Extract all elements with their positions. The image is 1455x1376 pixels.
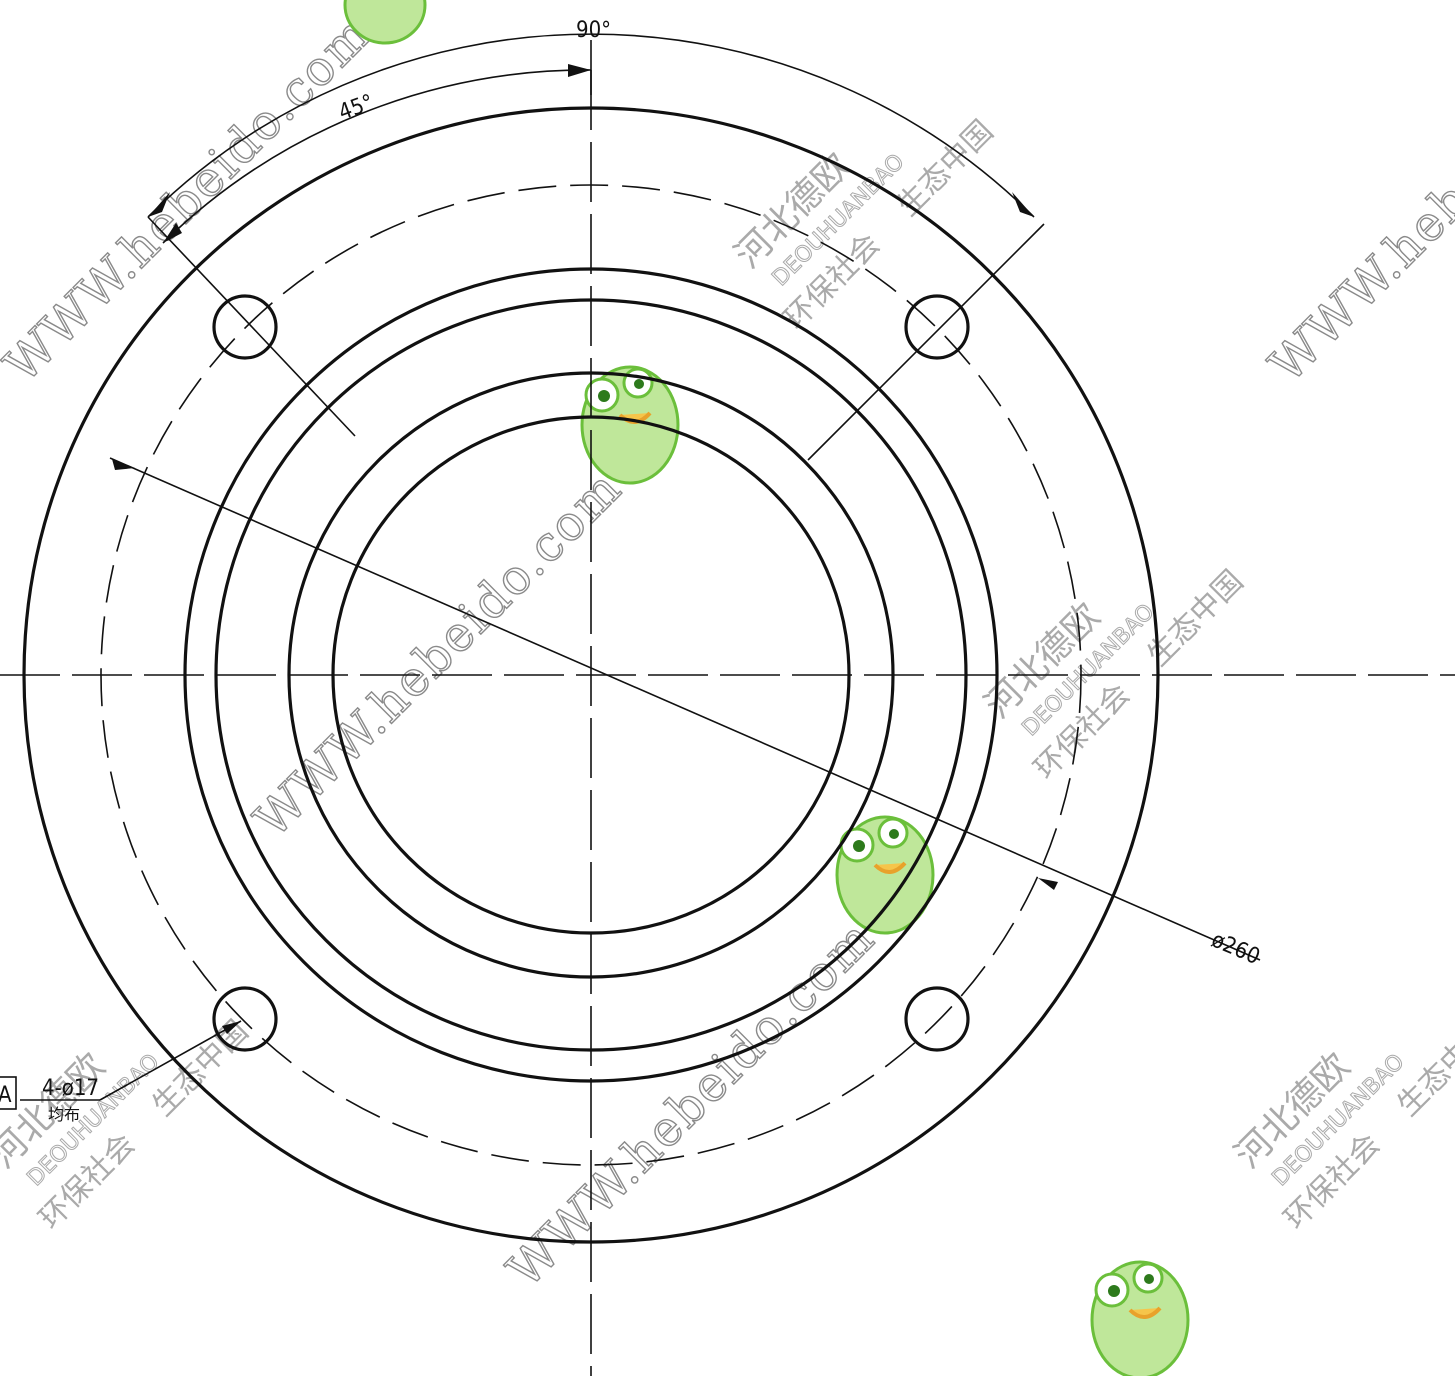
angle-90-label: 90°	[576, 18, 611, 43]
hole-callout-label: 4-ø17	[42, 1076, 99, 1101]
arrowhead	[1038, 878, 1058, 890]
frog-mascot-icon	[343, 0, 427, 45]
bolt-hole	[904, 294, 970, 360]
arrowhead	[568, 64, 591, 77]
hole-note-label: 均布	[48, 1105, 80, 1124]
watermark-brand-2: 河北德欧 DEOUHUANBAO 环保社会 生态中国	[977, 564, 1250, 787]
frog-mascot-icon	[1090, 1260, 1190, 1376]
flange-geometry	[0, 70, 1455, 1376]
arrowhead	[112, 459, 135, 470]
hole-callout-leader	[99, 1020, 242, 1101]
watermark-url-4: WWW.hebeido.com	[1259, 5, 1455, 394]
watermark-url-1: WWW.hebeido.com	[0, 5, 383, 394]
watermark-url-2: WWW.hebeido.com	[244, 460, 633, 849]
arrowhead	[1012, 192, 1034, 217]
arrowhead	[148, 192, 170, 217]
datum-label: A	[0, 1083, 12, 1108]
diameter-leader	[109, 457, 1261, 961]
angle-45-arc	[162, 69, 592, 244]
angle-90-arc	[147, 33, 1035, 218]
bolt-hole	[212, 986, 278, 1052]
diameter-label: ø260	[1208, 928, 1264, 971]
bolt-hole	[904, 986, 970, 1052]
dimensions-layer: 90° 45° ø260 A 4-ø17 均布	[0, 18, 1263, 1124]
watermark-brand-4: 河北德欧 DEOUHUANBAO 环保社会 生态中国	[0, 1014, 255, 1237]
watermark-brand-1: 河北德欧 DEOUHUANBAO 环保社会 生态中国	[727, 114, 1000, 337]
bolt-hole	[212, 294, 278, 360]
angle-extension-line	[807, 223, 1045, 461]
frog-mascot-icon	[580, 365, 680, 485]
arrowhead	[222, 1021, 241, 1034]
angle-45-label: 45°	[336, 90, 378, 125]
frog-mascot-icon	[835, 815, 935, 935]
watermark-brand-3: 河北德欧 DEOUHUANBAO 环保社会 生态中国	[1227, 1014, 1455, 1237]
datum-box	[0, 1076, 17, 1110]
angle-extension-line	[147, 216, 356, 437]
